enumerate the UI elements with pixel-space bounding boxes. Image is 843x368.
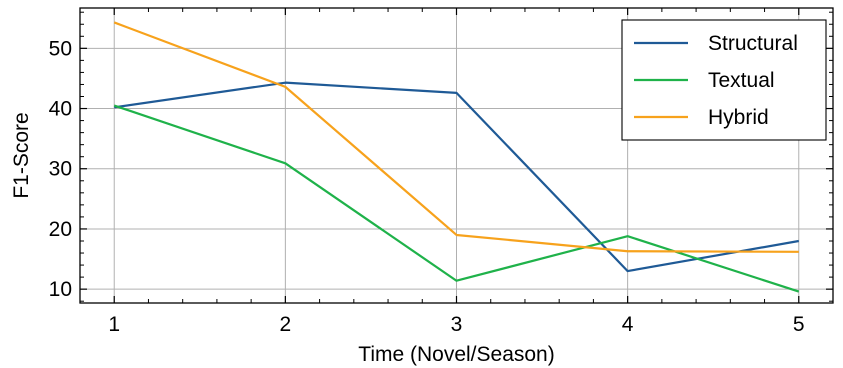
series-line-textual [113, 104, 800, 293]
y-tick-label: 20 [49, 218, 72, 241]
x-axis-label: Time (Novel/Season) [358, 343, 554, 366]
y-tick-label: 10 [49, 278, 72, 301]
x-tick-label: 1 [108, 313, 120, 336]
legend-label-structural: Structural [708, 32, 798, 55]
x-tick-label: 4 [622, 313, 634, 336]
series-line-hybrid [113, 21, 799, 253]
x-tick-label: 5 [793, 313, 805, 336]
y-tick-label: 40 [49, 98, 72, 121]
axis-ticks: 1 2 3 4 5 10 20 30 40 50 [49, 8, 834, 336]
y-tick-label: 50 [49, 37, 72, 60]
legend: Structural Textual Hybrid [621, 19, 827, 141]
series-lines [113, 21, 800, 293]
legend-label-hybrid: Hybrid [708, 106, 769, 129]
series-line-structural [114, 81, 799, 273]
x-tick-label: 2 [280, 313, 292, 336]
y-tick-label: 30 [49, 158, 72, 181]
legend-label-textual: Textual [708, 69, 775, 92]
x-tick-label: 3 [451, 313, 463, 336]
y-axis-label: F1-Score [10, 112, 33, 198]
